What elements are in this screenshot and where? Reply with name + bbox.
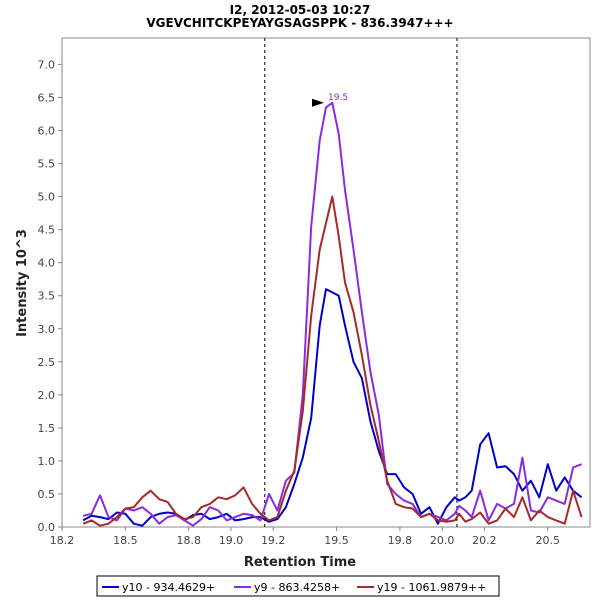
x-tick-label: 19.0 [219, 534, 244, 547]
x-tick-label: 18.8 [176, 534, 201, 547]
series-line-y10 [82, 288, 583, 527]
legend-label: y10 - 934.4629+ [122, 581, 215, 594]
legend-label: y19 - 1061.9879++ [377, 581, 486, 594]
chart-title: I2, 2012-05-03 10:27 [230, 3, 371, 17]
series-line-y9 [82, 101, 582, 527]
peak-marker-arrow [312, 98, 324, 107]
x-tick-label: 19.2 [261, 534, 286, 547]
x-axis-label: Retention Time [244, 555, 356, 570]
y-tick-label: 3.0 [38, 323, 56, 336]
chart-subtitle: VGEVCHITCKPEYAYGSAGSPPK - 836.3947+++ [146, 16, 453, 30]
y-tick-label: 4.0 [38, 257, 56, 270]
y-tick-label: 3.5 [38, 290, 56, 303]
series-line-y19 [82, 195, 583, 527]
legend-label: y9 - 863.4258+ [254, 581, 340, 594]
x-tick-label: 20.2 [472, 534, 497, 547]
y-tick-label: 5.0 [38, 191, 56, 204]
plot-area [61, 37, 591, 528]
x-tick-label: 20.5 [536, 534, 561, 547]
y-axis-label: Intensity 10^3 [15, 229, 30, 337]
y-tick-label: 6.0 [38, 125, 56, 138]
x-tick-label: 19.5 [324, 534, 349, 547]
legend-entries: y10 - 934.4629+ y9 - 863.4258+ y19 - 1061.… [102, 581, 486, 594]
y-tick-label: 0.0 [38, 521, 56, 534]
y-tick-label: 4.5 [38, 224, 56, 237]
x-tick-label: 18.5 [113, 534, 138, 547]
y-axis: 0.0 0.5 1.0 1.5 2.0 2.5 3.0 3.5 4.0 4.5 5.0 5.5 6.0 6… [38, 58, 62, 534]
legend [96, 575, 500, 597]
peak-annotation: 19.5 [312, 93, 348, 107]
x-tick-label: 19.8 [388, 534, 413, 547]
x-axis: 18.2 18.5 18.8 19.0 19.2 19.5 19.8 20.0 20.2 20.5 [50, 527, 560, 547]
y-tick-label: 2.0 [38, 389, 56, 402]
y-tick-label: 2.5 [38, 356, 56, 369]
x-tick-label: 20.0 [430, 534, 455, 547]
y-tick-label: 7.0 [38, 58, 56, 71]
y-tick-label: 6.5 [38, 91, 56, 104]
y-tick-label: 0.5 [38, 488, 56, 501]
y-tick-label: 1.5 [38, 422, 56, 435]
y-tick-label: 5.5 [38, 158, 56, 171]
x-tick-label: 18.2 [50, 534, 75, 547]
peak-label: 19.5 [328, 93, 348, 103]
series-lines [82, 101, 583, 527]
y-tick-label: 1.0 [38, 455, 56, 468]
